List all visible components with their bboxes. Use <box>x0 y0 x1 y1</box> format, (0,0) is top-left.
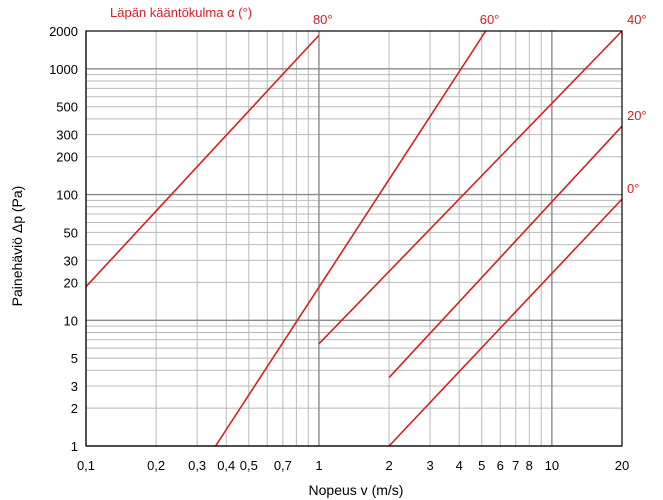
series-line-1 <box>214 30 487 447</box>
x-tick-label-5: 0,7 <box>274 458 292 473</box>
series-line-3 <box>388 125 623 379</box>
series-label-4: 0° <box>627 181 639 196</box>
x-tick-label-1: 0,2 <box>147 458 165 473</box>
x-tick-label-2: 0,3 <box>188 458 206 473</box>
series-line-0 <box>85 34 320 288</box>
x-tick-label-13: 8 <box>526 458 533 473</box>
grid <box>85 30 623 447</box>
x-tick-label-10: 5 <box>478 458 485 473</box>
y-tick-label-1: 2 <box>71 401 78 416</box>
series-label-3: 20° <box>627 108 647 123</box>
x-tick-label-11: 6 <box>497 458 504 473</box>
series-label-0: 80° <box>313 12 333 27</box>
x-tick-label-0: 0,1 <box>77 458 95 473</box>
y-axis-label: Painehäviö Δp (Pa) <box>9 186 25 307</box>
y-tick-label-9: 200 <box>56 150 78 165</box>
y-tick-label-0: 1 <box>71 439 78 454</box>
series-label-2: 40° <box>627 12 647 27</box>
x-tick-labels: 0,1 0,2 0,3 0,4 0,5 0,7 1 2 3 4 5 6 7 8 10 20 <box>77 458 629 473</box>
y-tick-label-7: 50 <box>64 225 78 240</box>
y-tick-label-8: 100 <box>56 188 78 203</box>
y-tick-label-3: 5 <box>71 351 78 366</box>
y-tick-label-4: 10 <box>64 313 78 328</box>
y-tick-label-10: 300 <box>56 128 78 143</box>
series-label-1: 60° <box>480 12 500 27</box>
x-tick-label-4: 0,5 <box>240 458 258 473</box>
y-tick-label-12: 1000 <box>49 62 78 77</box>
plot-frame <box>85 30 623 447</box>
series-line-2 <box>318 30 623 345</box>
y-tick-labels: 1 2 3 5 10 20 30 50 100 200 300 500 1000 2000 <box>49 24 78 454</box>
y-tick-label-2: 3 <box>71 379 78 394</box>
series-line-4 <box>388 198 623 447</box>
y-tick-label-6: 30 <box>64 253 78 268</box>
x-tick-label-12: 7 <box>512 458 519 473</box>
x-axis-label: Nopeus v (m/s) <box>309 482 404 498</box>
x-tick-label-9: 4 <box>456 458 463 473</box>
x-tick-label-14: 10 <box>545 458 559 473</box>
x-tick-label-3: 0,4 <box>217 458 235 473</box>
chart-title: Läpän kääntökulma α (°) <box>110 5 252 20</box>
y-tick-label-13: 2000 <box>49 24 78 39</box>
x-tick-label-6: 1 <box>315 458 322 473</box>
x-tick-label-15: 20 <box>615 458 629 473</box>
series-labels: 80° 60° 40° 20° 0° <box>313 12 647 196</box>
y-tick-label-11: 500 <box>56 100 78 115</box>
x-tick-label-7: 2 <box>385 458 392 473</box>
y-tick-label-5: 20 <box>64 275 78 290</box>
x-tick-label-8: 3 <box>426 458 433 473</box>
series-lines <box>85 30 623 447</box>
